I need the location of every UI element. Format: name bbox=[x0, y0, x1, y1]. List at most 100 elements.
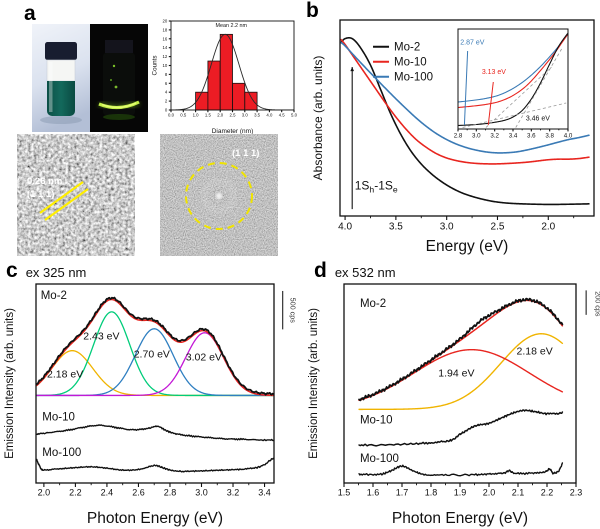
svg-text:1.6: 1.6 bbox=[367, 488, 380, 498]
svg-text:3.2: 3.2 bbox=[227, 488, 240, 498]
svg-text:0.0: 0.0 bbox=[168, 112, 175, 117]
annotation: Mo-2 bbox=[41, 290, 67, 302]
annotation-line bbox=[515, 48, 562, 128]
series-Mo-100 bbox=[36, 457, 274, 473]
svg-text:4.0: 4.0 bbox=[564, 132, 573, 139]
svg-text:16: 16 bbox=[163, 36, 168, 41]
series-Mo-2 bbox=[358, 297, 564, 402]
svg-text:3.6: 3.6 bbox=[527, 132, 536, 139]
annotation: 2.87 eV bbox=[460, 40, 484, 47]
annotation: Mo-10 bbox=[42, 411, 75, 423]
svg-text:3.4: 3.4 bbox=[509, 132, 518, 139]
annotation-line bbox=[485, 66, 552, 128]
histogram-bar bbox=[219, 33, 233, 111]
uv-vial-cap bbox=[105, 40, 133, 53]
svg-text:8: 8 bbox=[165, 72, 168, 77]
arrow-head bbox=[350, 67, 355, 72]
x-axis-label: Diameter (nm) bbox=[212, 128, 254, 135]
histogram-bar bbox=[244, 91, 258, 111]
lattice-fringe-line bbox=[44, 188, 89, 221]
fft-center-spot bbox=[215, 192, 223, 200]
size-histogram-chart: 0.0 0.5 1.0 1.5 2.0 2.5 3.0 3.5 4.0 4.5 5.0 0 2 4 6 8 10… bbox=[152, 18, 298, 135]
panel-c-header: c ex 325 nm bbox=[6, 260, 86, 281]
annotation: 2.70 eV bbox=[134, 349, 170, 361]
series-Mo-100 bbox=[340, 41, 590, 154]
annotation: 3.46 eV bbox=[526, 116, 550, 123]
fft-ring-circle bbox=[185, 162, 253, 230]
panel-d-label: d bbox=[314, 259, 327, 282]
fft-diffuse-ring bbox=[201, 178, 237, 214]
fft-plane-label: (1 1 1) bbox=[232, 148, 259, 159]
svg-text:0.5: 0.5 bbox=[180, 112, 187, 117]
svg-text:0: 0 bbox=[165, 107, 168, 112]
annotation: 1.94 eV bbox=[438, 368, 474, 380]
tem-image: 0.26 nm (1 1 1) bbox=[17, 134, 135, 256]
svg-text:3.4: 3.4 bbox=[258, 488, 271, 498]
svg-text:1.5: 1.5 bbox=[205, 112, 212, 117]
series-Mo-10 bbox=[458, 33, 568, 109]
legend-item: Mo-2 bbox=[394, 41, 420, 53]
series-Mo-10 bbox=[36, 424, 274, 442]
annotation: Mo-2 bbox=[360, 298, 386, 310]
panel-c-label: c bbox=[6, 259, 18, 282]
svg-text:3.0: 3.0 bbox=[242, 112, 249, 117]
annotation-line bbox=[462, 102, 567, 128]
series-Mo-2 bbox=[458, 32, 568, 127]
annotation: 2.43 eV bbox=[83, 331, 119, 343]
annotation: 1Sh-1Se bbox=[355, 179, 398, 195]
svg-text:2.6: 2.6 bbox=[132, 488, 145, 498]
fft-diffuse-ring bbox=[190, 167, 248, 225]
svg-text:12: 12 bbox=[163, 54, 168, 59]
panel-a-label: a bbox=[24, 2, 36, 25]
series-Mo-10 bbox=[358, 409, 564, 447]
svg-text:2.0: 2.0 bbox=[483, 488, 496, 498]
panel-c-subtitle: ex 325 nm bbox=[25, 265, 87, 280]
annotation: Mo-100 bbox=[360, 453, 399, 465]
svg-text:3.0: 3.0 bbox=[195, 488, 208, 498]
tem-grain bbox=[17, 134, 135, 256]
svg-text:1.8: 1.8 bbox=[425, 488, 438, 498]
tem-plane-label: (1 1 1) bbox=[27, 189, 54, 200]
svg-text:2.1: 2.1 bbox=[512, 488, 525, 498]
absorbance-chart: 4.0 3.5 3.0 2.5 2.0 Energy (eV) Absorbance (ar… bbox=[311, 19, 595, 255]
svg-text:2.2: 2.2 bbox=[541, 488, 554, 498]
svg-text:20: 20 bbox=[163, 18, 168, 23]
annotation: 200 cps bbox=[594, 291, 600, 317]
uv-arc-core bbox=[101, 102, 137, 109]
vial-glass-highlight bbox=[49, 62, 53, 112]
svg-text:1.0: 1.0 bbox=[193, 112, 200, 117]
svg-text:2.4: 2.4 bbox=[101, 488, 114, 498]
pl-ex325-chart: 2.0 2.2 2.4 2.6 2.8 3.0 3.2 3.4 Photon Energy (e… bbox=[4, 283, 298, 527]
svg-text:2.8: 2.8 bbox=[454, 132, 463, 139]
svg-text:10: 10 bbox=[163, 63, 168, 68]
histogram-bar bbox=[195, 91, 209, 111]
vial-photo-drawing bbox=[32, 24, 90, 132]
x-axis-label: Photon Energy (eV) bbox=[87, 510, 223, 527]
annotation-line bbox=[487, 81, 494, 126]
svg-text:3.8: 3.8 bbox=[545, 132, 554, 139]
series-Mo-2 bbox=[36, 296, 274, 396]
series-Mo-100 bbox=[358, 462, 564, 477]
uv-photo bbox=[90, 24, 148, 132]
svg-text:3.2: 3.2 bbox=[490, 132, 499, 139]
svg-text:2.0: 2.0 bbox=[541, 222, 555, 233]
pl-ex532-chart: 1.5 1.6 1.7 1.8 1.9 2.0 2.1 2.2 2.3 Photon Energy… bbox=[308, 283, 600, 527]
uv-speck bbox=[110, 79, 112, 81]
uv-reflection bbox=[103, 114, 135, 120]
svg-text:2.5: 2.5 bbox=[491, 222, 505, 233]
vial-photo bbox=[32, 24, 90, 132]
svg-text:2: 2 bbox=[165, 99, 168, 104]
annotation: 3.13 eV bbox=[482, 69, 506, 76]
series-Mo-2 bbox=[340, 37, 590, 206]
y-axis-label: Counts bbox=[152, 56, 159, 76]
annotation: 2.18 eV bbox=[47, 369, 83, 381]
svg-text:3.5: 3.5 bbox=[389, 222, 403, 233]
svg-text:4: 4 bbox=[165, 90, 168, 95]
svg-text:18: 18 bbox=[163, 27, 168, 32]
panel-d-header: d ex 532 nm bbox=[314, 260, 396, 281]
panel-b-label: b bbox=[306, 0, 319, 22]
svg-text:3.0: 3.0 bbox=[472, 132, 481, 139]
svg-text:2.5: 2.5 bbox=[230, 112, 237, 117]
svg-text:1.5: 1.5 bbox=[338, 488, 351, 498]
svg-text:2.2: 2.2 bbox=[69, 488, 82, 498]
